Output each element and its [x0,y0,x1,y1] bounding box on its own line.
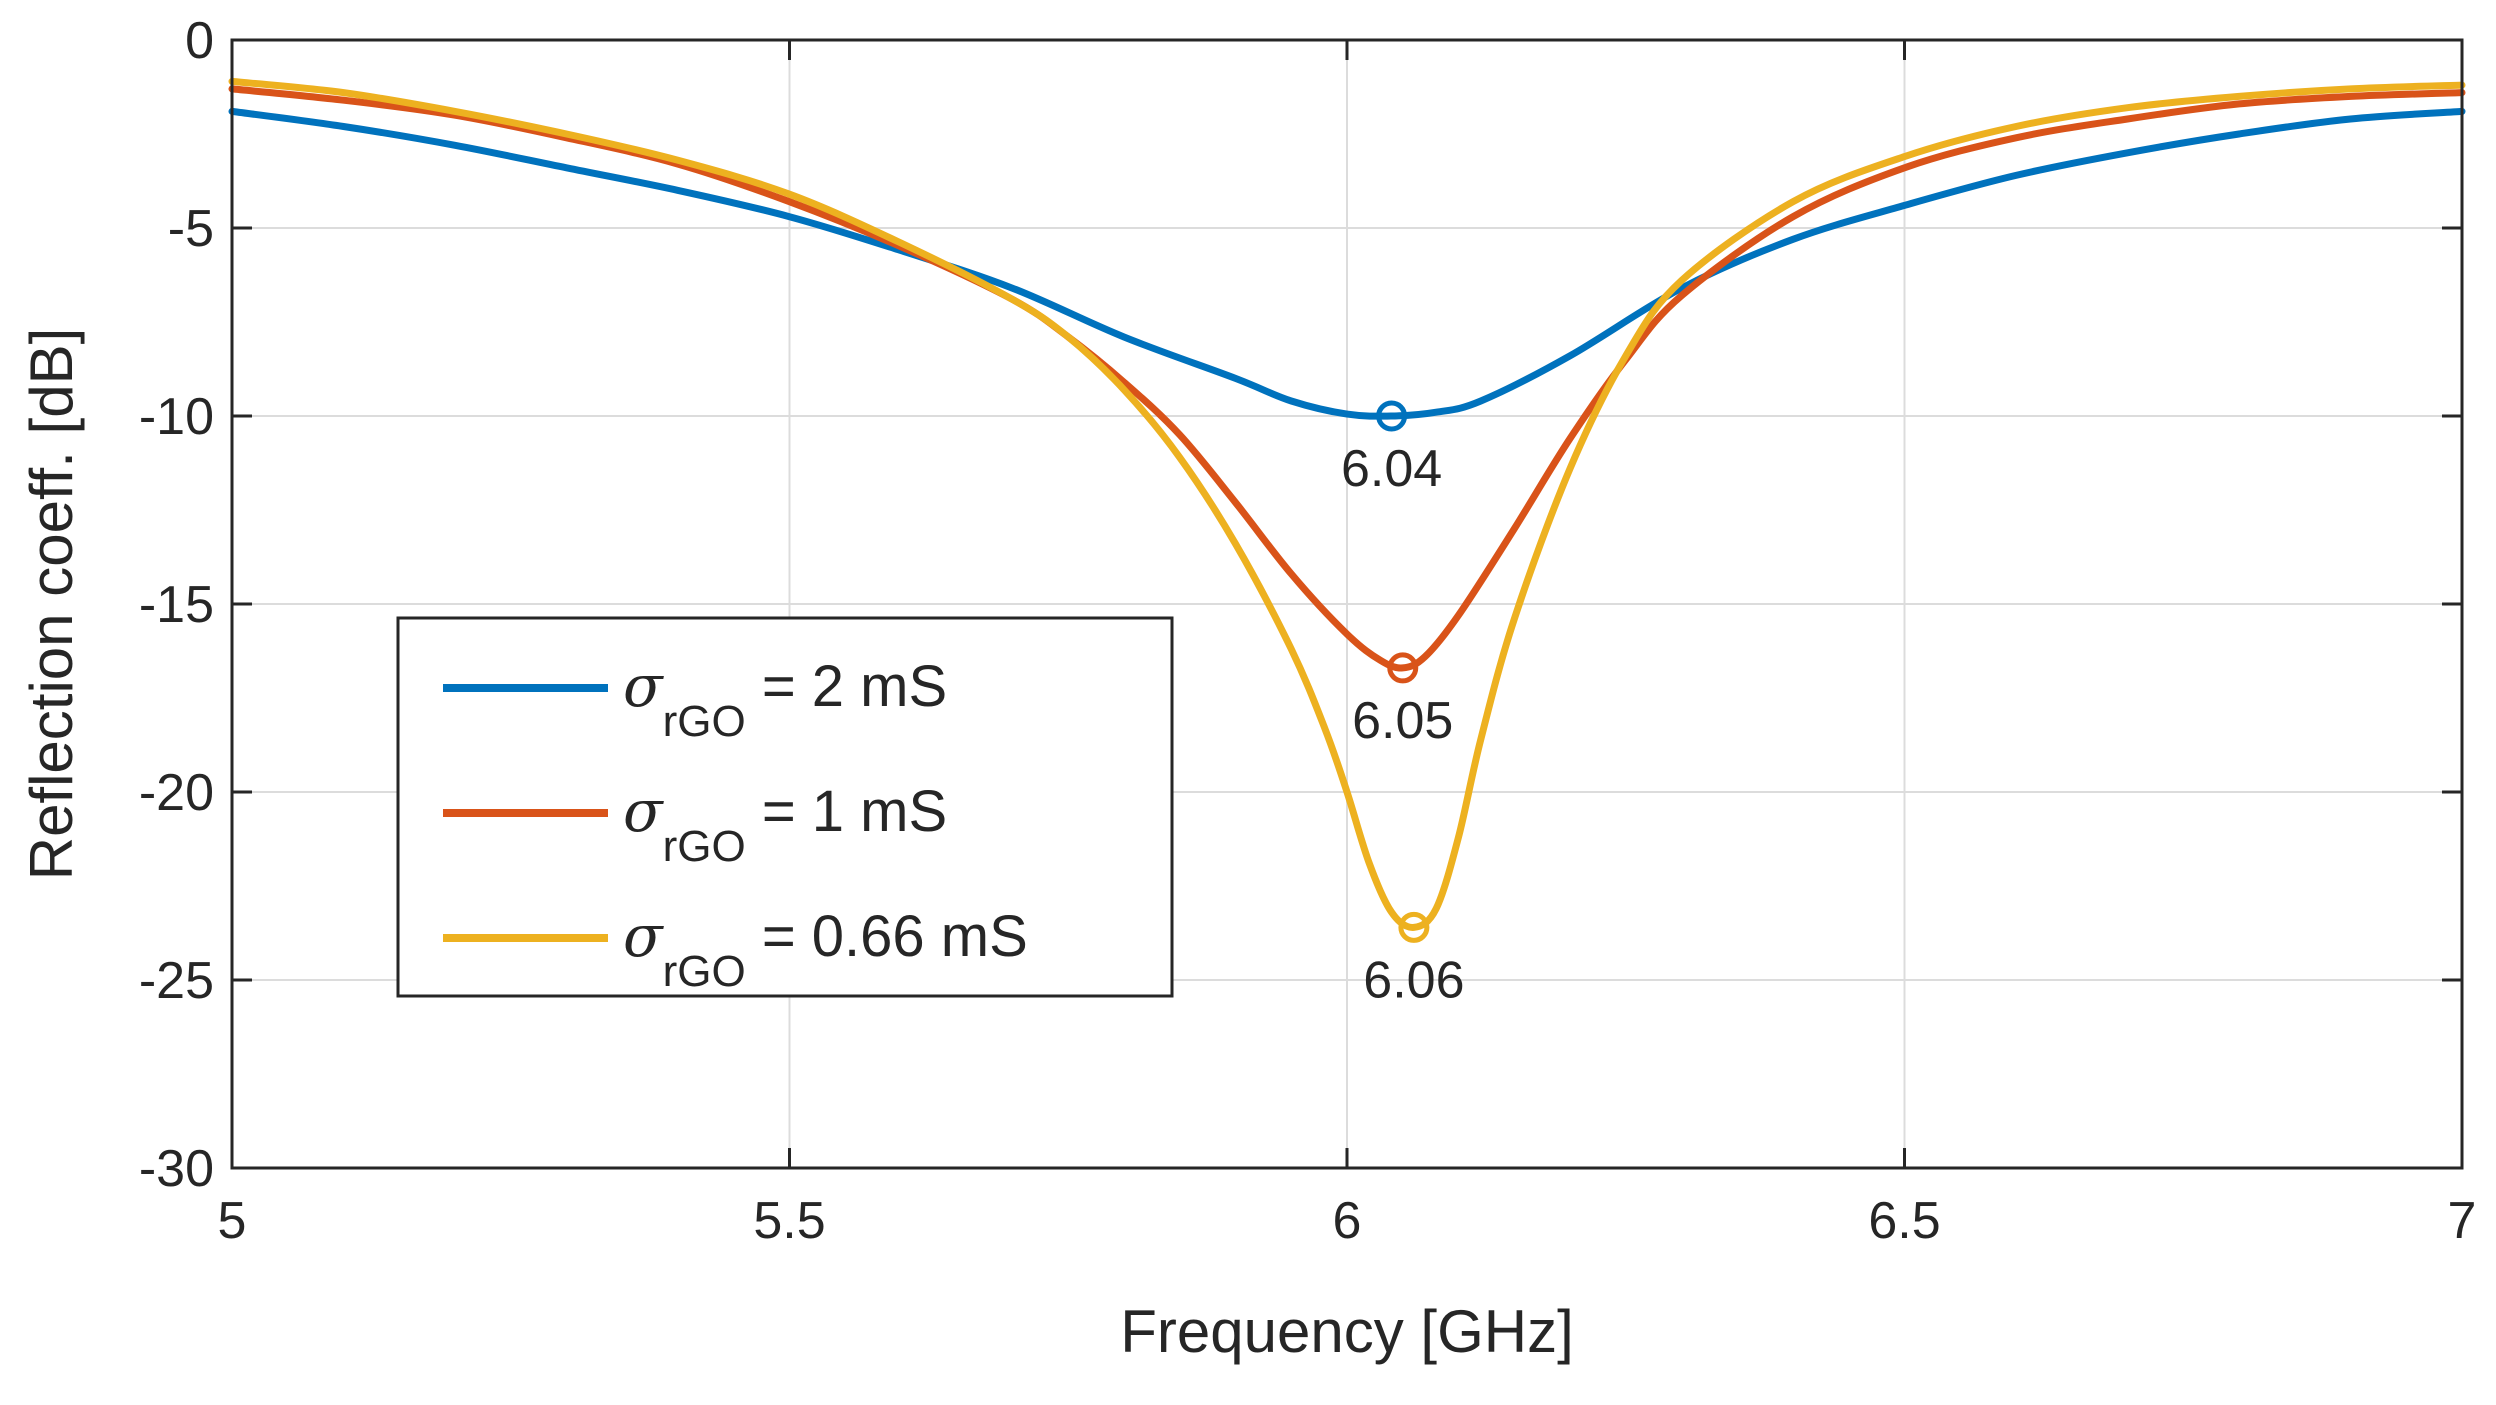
legend-box [396,616,1174,998]
minimum-label-2: 6.05 [1352,692,1453,750]
y-tick-label: -5 [168,200,214,258]
minimum-marker-1 [1376,400,1408,432]
minimum-marker-2 [1387,652,1419,684]
legend-entry-2: σrGO = 1 mS [623,777,947,871]
x-tick-label: 6.5 [1868,1192,1940,1250]
y-tick-label: -15 [139,576,214,634]
x-tick-label: 5.5 [753,1192,825,1250]
x-tick-label: 5 [218,1192,247,1250]
axis-ticks: 5 5.5 6 6.5 7 0 -5 -10 -15 -20 -25 -30 [139,12,2477,1250]
y-axis-label: Reflection coeff. [dB] [18,328,85,881]
y-tick-label: -10 [139,388,214,446]
y-tick-label: -30 [139,1140,214,1198]
series-line-2 [228,85,2466,672]
x-tick-label: 6 [1333,1192,1362,1250]
legend-entry-3: σrGO = 0.66 mS [623,902,1028,996]
x-axis-label: Frequency [GHz] [1120,1298,1574,1365]
minimum-marker-3 [1398,911,1430,943]
series-line-1 [228,107,2466,420]
minimum-label-1: 6.04 [1341,440,1442,498]
minimum-label-3: 6.06 [1363,951,1464,1009]
series-group: 6.04 6.05 6.06 [228,77,2466,1009]
legend: σrGO = 2 mS σrGO = 1 mS σrGO = 0.66 mS [396,616,1174,998]
y-tick-label: 0 [185,12,214,70]
x-tick-label: 7 [2448,1192,2477,1250]
series-line-3 [228,77,2466,931]
y-tick-label: -25 [139,952,214,1010]
legend-entry-1: σrGO = 2 mS [623,652,947,746]
y-tick-label: -20 [139,764,214,822]
